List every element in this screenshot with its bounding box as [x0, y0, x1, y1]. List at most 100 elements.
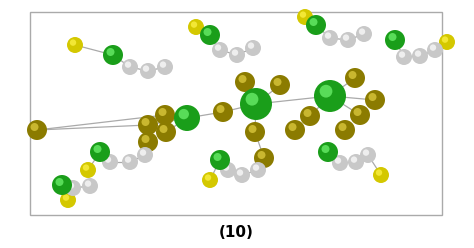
Circle shape: [340, 32, 356, 48]
Circle shape: [90, 142, 110, 162]
Circle shape: [217, 105, 225, 113]
Circle shape: [257, 151, 265, 159]
Circle shape: [107, 48, 115, 56]
Circle shape: [248, 125, 256, 133]
Circle shape: [248, 42, 254, 49]
Circle shape: [354, 108, 362, 116]
Circle shape: [389, 33, 396, 41]
Circle shape: [102, 154, 118, 170]
Bar: [30, 12, 442, 215]
Circle shape: [338, 123, 346, 131]
Circle shape: [289, 123, 297, 131]
Circle shape: [270, 75, 290, 95]
Circle shape: [213, 102, 233, 122]
Circle shape: [240, 88, 272, 120]
Circle shape: [306, 15, 326, 35]
Circle shape: [430, 44, 436, 51]
Circle shape: [332, 155, 348, 171]
Circle shape: [318, 142, 338, 162]
Circle shape: [93, 145, 101, 153]
Circle shape: [63, 194, 69, 201]
Circle shape: [157, 59, 173, 75]
Circle shape: [415, 50, 421, 57]
Circle shape: [55, 178, 64, 186]
Circle shape: [245, 122, 265, 142]
Circle shape: [82, 178, 98, 194]
Circle shape: [85, 180, 91, 187]
Circle shape: [122, 59, 138, 75]
Text: (10): (10): [219, 225, 254, 240]
Circle shape: [156, 122, 176, 142]
Circle shape: [427, 42, 443, 58]
Circle shape: [155, 105, 175, 125]
Circle shape: [373, 167, 389, 183]
Circle shape: [125, 62, 131, 68]
Circle shape: [179, 109, 189, 119]
Circle shape: [300, 106, 320, 126]
Circle shape: [212, 42, 228, 58]
Circle shape: [65, 180, 81, 196]
Circle shape: [396, 49, 412, 65]
Circle shape: [363, 149, 369, 156]
Circle shape: [348, 154, 364, 170]
Circle shape: [137, 147, 153, 163]
Circle shape: [200, 25, 220, 45]
Circle shape: [238, 75, 246, 83]
Circle shape: [345, 68, 365, 88]
Circle shape: [142, 118, 149, 126]
Circle shape: [385, 30, 405, 50]
Circle shape: [412, 48, 428, 64]
Circle shape: [273, 78, 282, 86]
Circle shape: [399, 51, 405, 58]
Circle shape: [246, 93, 258, 106]
Circle shape: [202, 172, 218, 188]
Circle shape: [60, 192, 76, 208]
Circle shape: [343, 34, 349, 41]
Circle shape: [140, 63, 156, 79]
Circle shape: [68, 182, 74, 189]
Circle shape: [348, 71, 356, 79]
Circle shape: [80, 162, 96, 178]
Circle shape: [300, 11, 306, 18]
Circle shape: [254, 148, 274, 168]
Circle shape: [365, 90, 385, 110]
Circle shape: [138, 132, 158, 152]
Circle shape: [442, 36, 448, 43]
Circle shape: [237, 169, 243, 176]
Circle shape: [319, 85, 332, 98]
Circle shape: [105, 156, 111, 163]
Circle shape: [188, 19, 204, 35]
Circle shape: [174, 105, 200, 131]
Circle shape: [356, 26, 372, 42]
Circle shape: [52, 175, 72, 195]
Circle shape: [142, 135, 149, 143]
Circle shape: [160, 62, 166, 68]
Circle shape: [232, 49, 238, 56]
Circle shape: [210, 150, 230, 170]
Circle shape: [368, 93, 376, 101]
Circle shape: [359, 29, 365, 35]
Circle shape: [234, 167, 250, 183]
Circle shape: [213, 153, 221, 161]
Circle shape: [220, 162, 236, 178]
Circle shape: [360, 147, 376, 163]
Circle shape: [83, 164, 89, 171]
Circle shape: [125, 156, 131, 163]
Circle shape: [303, 109, 311, 117]
Circle shape: [122, 154, 138, 170]
Circle shape: [250, 162, 266, 178]
Circle shape: [351, 156, 357, 163]
Circle shape: [229, 47, 245, 63]
Circle shape: [297, 9, 313, 25]
Circle shape: [103, 45, 123, 65]
Circle shape: [321, 145, 329, 153]
Circle shape: [285, 120, 305, 140]
Circle shape: [439, 34, 455, 50]
Circle shape: [191, 21, 197, 28]
Circle shape: [350, 105, 370, 125]
Circle shape: [215, 44, 221, 51]
Circle shape: [245, 40, 261, 56]
Circle shape: [143, 65, 149, 72]
Circle shape: [223, 164, 229, 171]
Circle shape: [310, 18, 318, 26]
